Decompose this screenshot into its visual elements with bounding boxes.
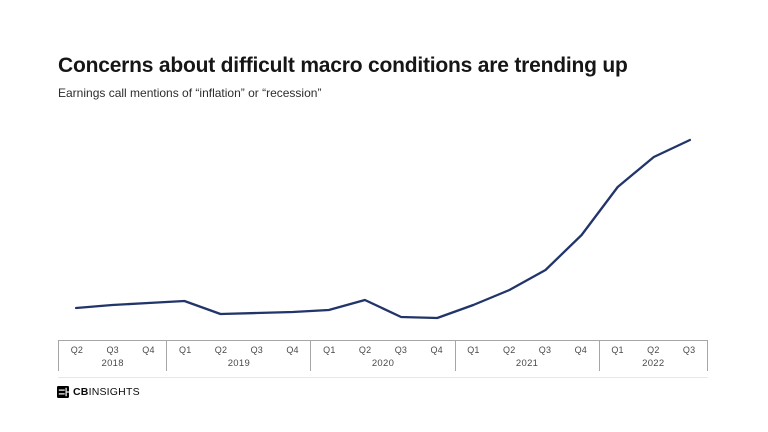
- x-axis-year-label: 2018: [101, 358, 124, 369]
- x-tick-label: Q2: [503, 345, 516, 355]
- quarter-labels-row: Q1 Q2 Q3: [600, 345, 707, 355]
- x-tick-label: Q1: [467, 345, 480, 355]
- x-tick-label: Q2: [358, 345, 372, 355]
- x-axis-year-group: Q1 Q2 Q3 Q4 2019: [167, 341, 312, 371]
- chart-subtitle: Earnings call mentions of “inflation” or…: [58, 86, 322, 100]
- x-axis-year-group: Q1 Q2 Q3 Q4 2020: [311, 341, 456, 371]
- x-tick-label: Q3: [538, 345, 552, 355]
- x-tick-label: Q3: [106, 345, 119, 355]
- cbinsights-logo-text: CBINSIGHTS: [73, 386, 140, 398]
- x-tick-label: Q1: [611, 345, 624, 355]
- x-tick-label: Q2: [70, 345, 84, 355]
- x-tick-label: Q2: [647, 345, 660, 355]
- x-axis-baseline: [58, 377, 708, 378]
- x-axis-year-label: 2022: [642, 358, 665, 369]
- x-axis-year-group: Q2 Q3 Q4 2018: [59, 341, 168, 371]
- x-axis-year-label: 2021: [515, 358, 539, 369]
- quarter-labels-row: Q1 Q2 Q3 Q4: [311, 345, 454, 355]
- x-tick-label: Q4: [574, 345, 587, 355]
- chart-title: Concerns about difficult macro condition…: [58, 54, 628, 77]
- cbinsights-logo-icon: [57, 386, 69, 398]
- x-axis-year-label: 2020: [371, 358, 395, 369]
- x-tick-label: Q1: [323, 345, 336, 355]
- trend-line: [74, 138, 692, 320]
- x-tick-label: Q4: [286, 345, 299, 355]
- x-tick-label: Q4: [430, 345, 443, 355]
- x-tick-label: Q3: [394, 345, 408, 355]
- x-axis-year-group: Q1 Q2 Q3 2022: [600, 341, 707, 371]
- logo-text-cb: CB: [73, 386, 89, 398]
- x-tick-label: Q3: [682, 345, 696, 355]
- cbinsights-logo: CBINSIGHTS: [57, 386, 140, 398]
- x-axis-year-label: 2019: [227, 358, 251, 369]
- x-axis-year-group: Q1 Q2 Q3 Q4 2021: [456, 341, 600, 371]
- quarter-labels-row: Q1 Q2 Q3 Q4: [167, 345, 310, 355]
- x-tick-label: Q2: [214, 345, 228, 355]
- x-tick-label: Q1: [179, 345, 192, 355]
- x-tick-label: Q4: [142, 345, 155, 355]
- x-tick-label: Q3: [250, 345, 263, 355]
- logo-text-insights: INSIGHTS: [88, 386, 140, 398]
- x-axis-band: Q2 Q3 Q4 2018 Q1 Q2 Q3 Q4 2019 Q1 Q2 Q3 Q4 2020 Q1 Q2 Q3…: [58, 340, 708, 371]
- quarter-labels-row: Q2 Q3 Q4: [59, 345, 166, 355]
- quarter-labels-row: Q1 Q2 Q3 Q4: [456, 345, 599, 355]
